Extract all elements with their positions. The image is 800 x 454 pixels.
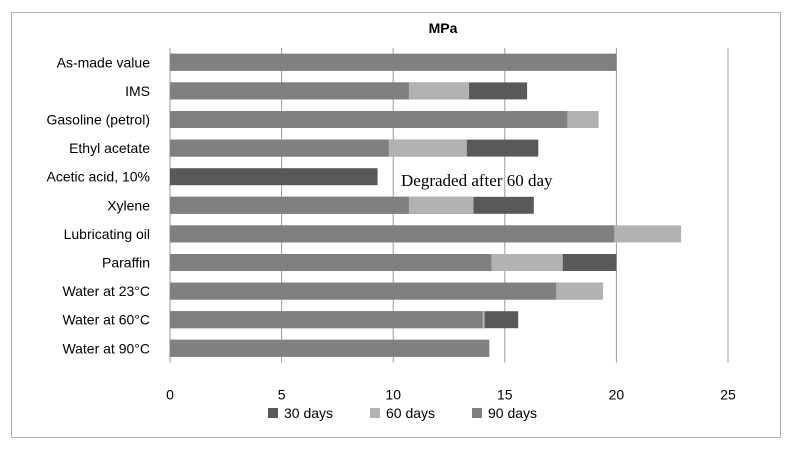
category-label: Xylene: [107, 197, 150, 213]
bar-30-days: [170, 168, 378, 186]
x-tick-label: 10: [385, 387, 401, 403]
category-label: Ethyl acetate: [69, 140, 150, 156]
bar-90-days: [170, 225, 615, 243]
bar-90-days: [170, 254, 492, 271]
x-tick-label: 25: [720, 387, 736, 403]
chart-title: MPa: [429, 20, 458, 36]
bars: [170, 53, 682, 357]
category-label: Water at 60°C: [62, 312, 150, 328]
category-label: Gasoline (petrol): [47, 112, 151, 128]
legend-swatch: [268, 408, 278, 418]
category-label: IMS: [125, 83, 150, 99]
legend-swatch: [370, 408, 380, 418]
legend-label: 30 days: [284, 405, 333, 421]
category-label: Water at 23°C: [62, 283, 150, 299]
grid: [169, 48, 729, 363]
category-labels: As-made value IMS Gasoline (petrol) Ethyl a…: [47, 54, 151, 356]
bar-90-days: [170, 111, 568, 128]
category-label: Acetic acid, 10%: [47, 169, 151, 185]
bar-90-days: [170, 82, 409, 100]
category-label: Lubricating oil: [64, 226, 150, 242]
x-tick-label: 20: [609, 387, 625, 403]
x-tick-label: 0: [166, 387, 174, 403]
legend-label: 60 days: [386, 405, 435, 421]
x-tick-labels: 0 5 10 15 20 25: [166, 387, 736, 403]
x-tick-label: 5: [278, 387, 286, 403]
legend-label: 90 days: [488, 405, 537, 421]
bar-90-days: [170, 53, 617, 71]
annotation-degraded: Degraded after 60 day: [401, 171, 553, 190]
bar-90-days: [170, 311, 483, 329]
legend: 30 days 60 days 90 days: [268, 405, 537, 421]
bar-90-days: [170, 196, 409, 214]
category-label: Paraffin: [102, 255, 150, 271]
bar-90-days: [170, 339, 490, 357]
bar-90-days: [170, 282, 557, 300]
category-label: As-made value: [57, 54, 151, 70]
legend-swatch: [472, 408, 482, 418]
bar-90-days: [170, 139, 389, 157]
category-label: Water at 90°C: [62, 340, 150, 356]
x-tick-label: 15: [497, 387, 513, 403]
